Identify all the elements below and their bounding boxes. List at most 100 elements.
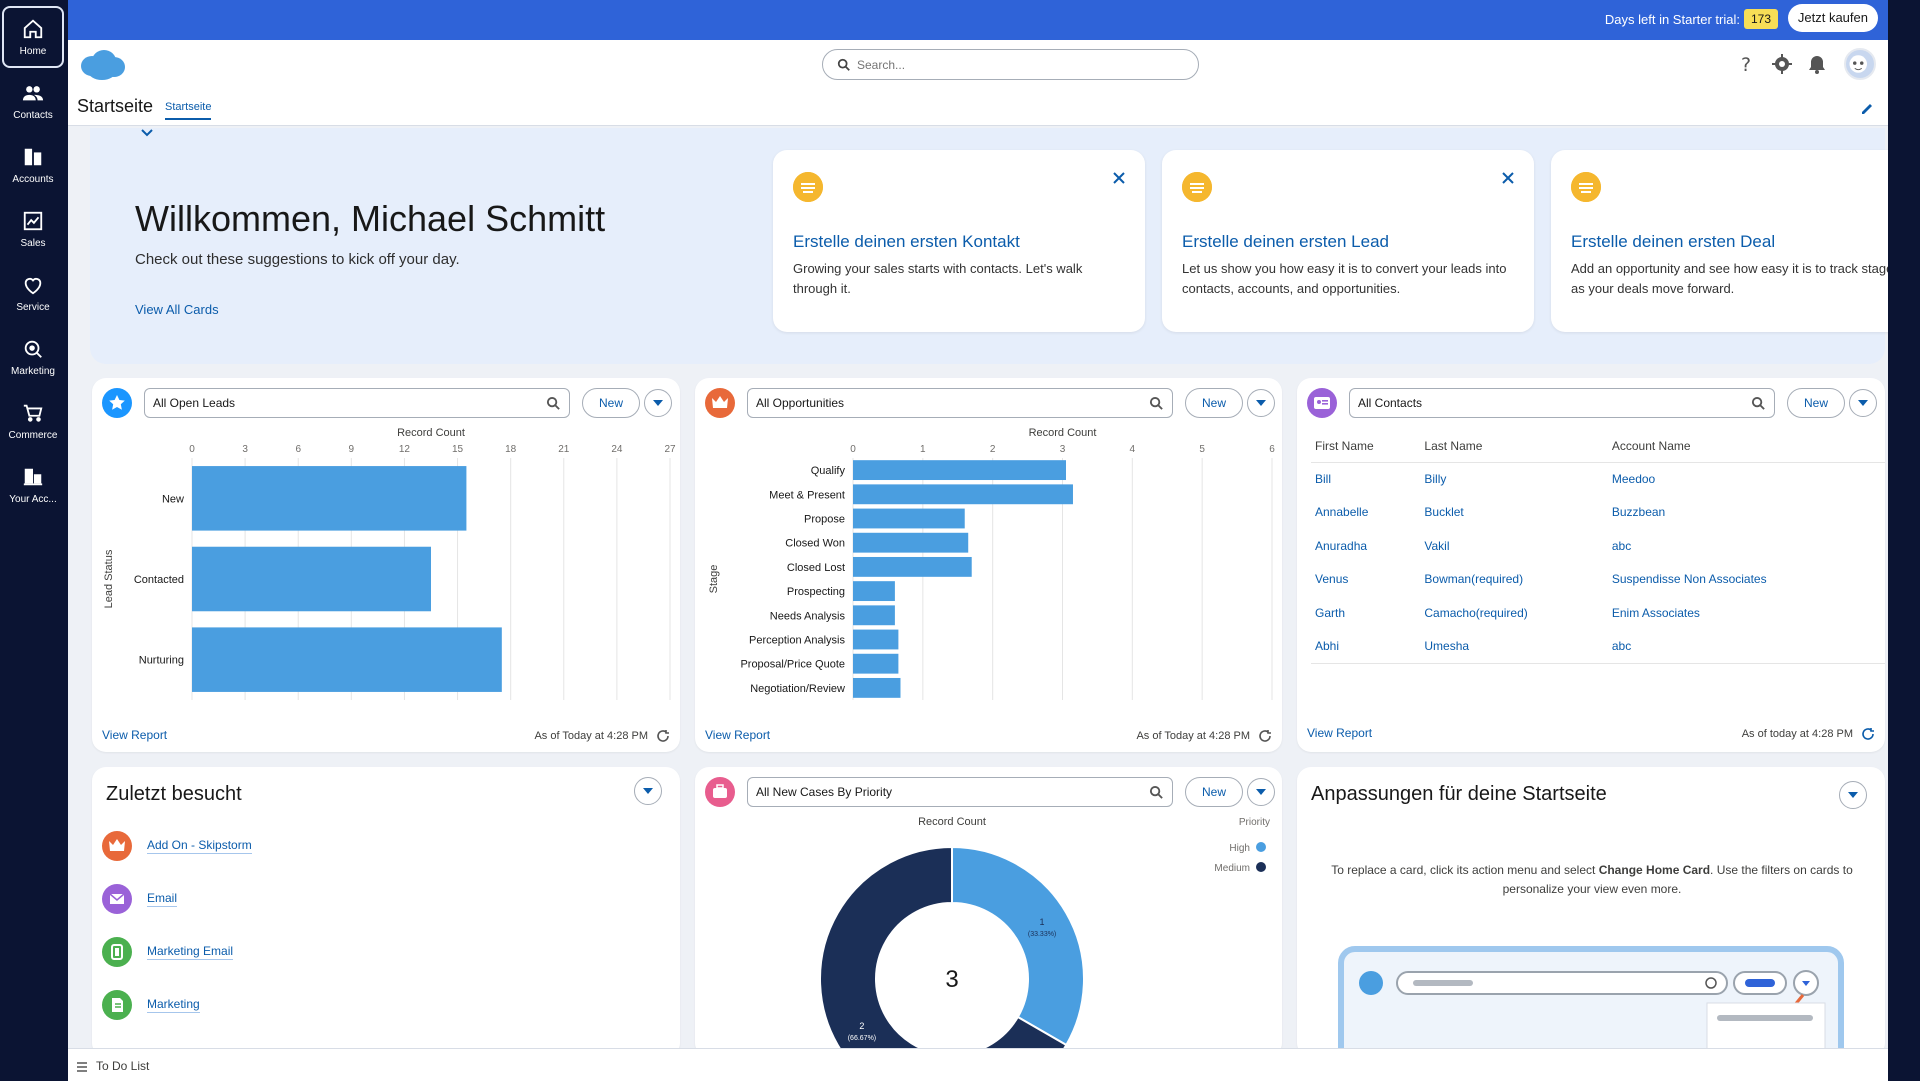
bar xyxy=(853,556,972,577)
contact-first-name[interactable]: Anuradha xyxy=(1315,538,1368,553)
close-icon[interactable] xyxy=(1113,172,1125,184)
contact-last-name[interactable]: Bucklet xyxy=(1424,505,1464,520)
column-header: Account Name xyxy=(1607,430,1885,463)
refresh-icon[interactable] xyxy=(1861,727,1875,741)
chevron-down-icon xyxy=(653,400,663,406)
legend-marker xyxy=(1256,862,1266,872)
new-button[interactable]: New xyxy=(1185,388,1243,418)
contact-first-name[interactable]: Abhi xyxy=(1315,639,1340,653)
bar xyxy=(192,466,467,531)
refresh-icon[interactable] xyxy=(1258,729,1272,743)
recent-item[interactable]: Marketing Email xyxy=(102,937,502,969)
global-search[interactable] xyxy=(822,49,1199,80)
search-input[interactable] xyxy=(857,56,1177,74)
suggestion-icon xyxy=(1182,172,1212,202)
card-menu-button[interactable] xyxy=(1247,389,1275,417)
sales-icon xyxy=(23,211,43,230)
tick-label: 5 xyxy=(1199,444,1205,455)
nav-item-contacts[interactable]: Contacts xyxy=(2,70,64,132)
contact-first-name[interactable]: Annabelle xyxy=(1315,505,1369,520)
nav-item-sales[interactable]: Sales xyxy=(2,198,64,260)
contact-account[interactable]: Meedoo xyxy=(1611,472,1656,486)
card-menu-button[interactable] xyxy=(644,389,672,417)
contact-last-name[interactable]: Bowman(required) xyxy=(1424,572,1524,587)
bell-icon[interactable] xyxy=(1806,53,1828,75)
contacts-table: First Name Last Name Account Name Bill Bi… xyxy=(1311,430,1885,664)
contact-last-name[interactable]: Camacho(required) xyxy=(1424,605,1528,620)
suggestion-card-deal[interactable]: Erstelle deinen ersten Deal Add an oppor… xyxy=(1551,150,1888,332)
search-icon[interactable] xyxy=(546,396,561,411)
contact-last-name[interactable]: Vakil xyxy=(1424,538,1450,553)
list-view-select[interactable]: All Open Leads xyxy=(144,388,570,418)
contact-last-name[interactable]: Umesha xyxy=(1424,639,1470,653)
nav-item-commerce[interactable]: Commerce xyxy=(2,390,64,452)
contact-first-name[interactable]: Garth xyxy=(1315,605,1346,620)
view-report-link[interactable]: View Report xyxy=(1307,726,1373,740)
card-menu-button[interactable] xyxy=(1839,781,1867,809)
nav-item-your-account[interactable]: Your Acc... xyxy=(2,454,64,516)
todo-bar[interactable]: To Do List xyxy=(68,1048,1888,1081)
new-button[interactable]: New xyxy=(1185,777,1243,807)
chart-title: Record Count xyxy=(397,427,465,439)
chevron-down-icon[interactable] xyxy=(140,128,154,138)
contact-account[interactable]: abc xyxy=(1611,639,1632,653)
recent-item[interactable]: Marketing xyxy=(102,990,502,1022)
card-menu-button[interactable] xyxy=(1849,389,1877,417)
slice-label: 1 xyxy=(1040,917,1045,927)
contact-first-name[interactable]: Bill xyxy=(1315,472,1332,486)
view-report-link[interactable]: View Report xyxy=(705,728,771,742)
gear-icon[interactable] xyxy=(1771,53,1793,75)
list-view-select[interactable]: All Contacts xyxy=(1349,388,1775,418)
recent-item[interactable]: Add On - Skipstorm xyxy=(102,831,502,863)
new-button[interactable]: New xyxy=(1787,388,1845,418)
buy-now-button[interactable]: Jetzt kaufen xyxy=(1787,4,1878,32)
card-menu-button[interactable] xyxy=(1247,778,1275,806)
suggestion-title[interactable]: Erstelle deinen ersten Deal xyxy=(1571,232,1776,251)
avatar[interactable] xyxy=(1844,48,1876,80)
tick-label: 4 xyxy=(1130,444,1136,455)
recent-item-label[interactable]: Add On - Skipstorm xyxy=(147,838,252,854)
edit-page-icon[interactable] xyxy=(1860,100,1876,116)
recent-item-label[interactable]: Marketing xyxy=(147,997,200,1013)
case-icon xyxy=(705,777,735,807)
nav-item-accounts[interactable]: Accounts xyxy=(2,134,64,196)
nav-item-home[interactable]: Home xyxy=(2,6,64,68)
card-menu-button[interactable] xyxy=(634,777,662,805)
help-icon[interactable]: ? xyxy=(1736,53,1758,75)
contact-first-name[interactable]: Venus xyxy=(1315,572,1349,587)
recent-item[interactable]: Email xyxy=(102,884,502,916)
search-icon[interactable] xyxy=(1149,785,1164,800)
nav-item-marketing[interactable]: Marketing xyxy=(2,326,64,388)
list-view-select[interactable]: All New Cases By Priority xyxy=(747,777,1173,807)
search-icon[interactable] xyxy=(1751,396,1766,411)
recent-item-label[interactable]: Email xyxy=(147,891,178,907)
contact-account[interactable]: Suspendisse Non Associates xyxy=(1611,572,1767,587)
suggestion-title[interactable]: Erstelle deinen ersten Lead xyxy=(1182,232,1389,251)
contact-last-name[interactable]: Billy xyxy=(1424,472,1447,486)
contact-account[interactable]: abc xyxy=(1611,538,1632,553)
nav-label: Service xyxy=(16,301,50,313)
suggestion-card-contact[interactable]: Erstelle deinen ersten Kontakt Growing y… xyxy=(773,150,1145,332)
suggestion-card-lead[interactable]: Erstelle deinen ersten Lead Let us show … xyxy=(1162,150,1534,332)
contact-account[interactable]: Enim Associates xyxy=(1611,605,1700,620)
contact-account[interactable]: Buzzbean xyxy=(1611,505,1666,520)
list-icon xyxy=(77,1062,87,1072)
nav-label: Marketing xyxy=(11,365,55,377)
nav-item-service[interactable]: Service xyxy=(2,262,64,324)
view-all-cards-link[interactable]: View All Cards xyxy=(135,302,219,317)
new-button[interactable]: New xyxy=(582,388,640,418)
refresh-icon[interactable] xyxy=(656,729,670,743)
view-report-link[interactable]: View Report xyxy=(102,728,168,742)
bar xyxy=(853,581,895,602)
opportunity-icon xyxy=(705,388,735,418)
todo-label: To Do List xyxy=(96,1059,150,1073)
list-view-select[interactable]: All Opportunities xyxy=(747,388,1173,418)
marketing-icon xyxy=(102,990,132,1020)
list-view-label: All Open Leads xyxy=(153,396,236,410)
search-icon[interactable] xyxy=(1149,396,1164,411)
tab-startseite[interactable]: Startseite xyxy=(165,101,212,120)
suggestion-title[interactable]: Erstelle deinen ersten Kontakt xyxy=(793,232,1020,251)
close-icon[interactable] xyxy=(1502,172,1514,184)
suggestion-icon xyxy=(793,172,823,202)
recent-item-label[interactable]: Marketing Email xyxy=(147,944,234,960)
